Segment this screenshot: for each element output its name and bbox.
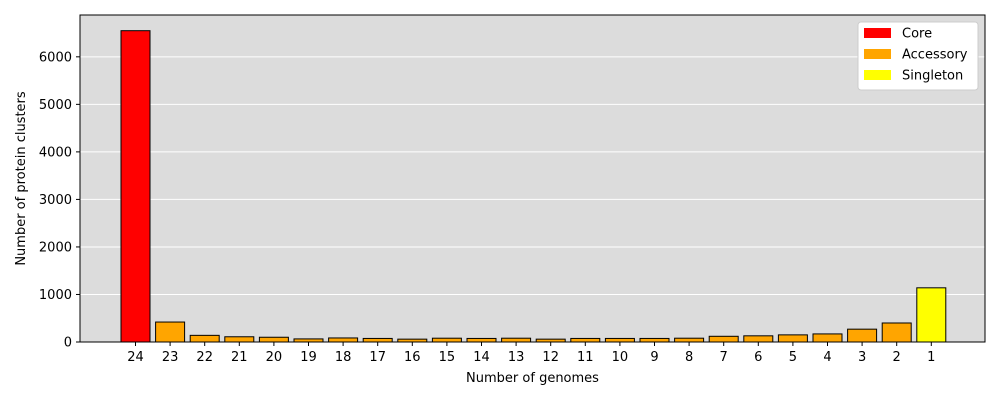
- bar-13: [501, 337, 532, 343]
- bar-23: [155, 321, 186, 343]
- x-tick-label: 21: [231, 350, 248, 365]
- bar-9: [639, 337, 670, 343]
- bar-11: [570, 337, 601, 343]
- x-tick-label: 8: [685, 350, 693, 365]
- bar-6: [743, 335, 774, 343]
- bar-21: [224, 336, 255, 343]
- legend-swatch-singleton: [864, 70, 891, 80]
- x-tick-label: 19: [300, 350, 317, 365]
- x-tick-label: 5: [789, 350, 797, 365]
- y-tick-label: 2000: [39, 240, 72, 255]
- x-tick-label: 24: [127, 350, 144, 365]
- x-tick-label: 2: [893, 350, 901, 365]
- bar-22: [189, 334, 220, 343]
- y-axis-ticks: 0 1000 2000 3000 4000 5000 6000: [39, 50, 80, 351]
- legend-label-core: Core: [902, 27, 932, 42]
- x-tick-label: 6: [754, 350, 762, 365]
- bar-15: [431, 337, 462, 343]
- x-tick-label: 3: [858, 350, 866, 365]
- bar-24: [120, 30, 151, 343]
- x-tick-label: 10: [612, 350, 629, 365]
- x-tick-label: 22: [196, 350, 213, 365]
- legend-swatch-accessory: [864, 49, 891, 59]
- x-axis-ticks: 24 23 22 21 20 19 18 17 16 15 14 13 12 11 10 9 8 7 6 5 4 3 2 1: [127, 342, 935, 365]
- bar-8: [674, 337, 705, 343]
- x-tick-label: 12: [542, 350, 559, 365]
- bar-2: [881, 322, 912, 343]
- legend-label-accessory: Accessory: [902, 48, 968, 63]
- bar-17: [362, 337, 393, 343]
- bar-18: [328, 337, 359, 343]
- bars: [120, 30, 947, 343]
- bar-5: [777, 334, 808, 343]
- plot-area: [80, 15, 985, 342]
- x-tick-label: 9: [650, 350, 658, 365]
- plot-frame: [79, 14, 986, 343]
- y-tick-label: 5000: [39, 98, 72, 113]
- gridlines: [80, 56, 985, 295]
- bar-1: [916, 287, 947, 343]
- x-tick-label: 20: [266, 350, 283, 365]
- bar-14: [466, 337, 497, 343]
- y-tick-label: 1000: [39, 288, 72, 303]
- bar-3: [847, 328, 878, 343]
- bar-20: [258, 336, 289, 343]
- x-tick-label: 23: [162, 350, 179, 365]
- x-tick-label: 17: [369, 350, 386, 365]
- x-tick-label: 4: [823, 350, 831, 365]
- x-tick-label: 13: [508, 350, 525, 365]
- x-tick-label: 15: [439, 350, 456, 365]
- y-tick-label: 3000: [39, 193, 72, 208]
- x-tick-label: 18: [335, 350, 352, 365]
- x-tick-label: 11: [577, 350, 594, 365]
- bar-4: [812, 333, 843, 343]
- y-tick-label: 0: [64, 336, 72, 351]
- legend-swatch-core: [864, 28, 891, 38]
- y-tick-label: 6000: [39, 50, 72, 65]
- legend: Core Accessory Singleton: [857, 21, 979, 91]
- bar-10: [604, 337, 635, 343]
- x-tick-label: 7: [720, 350, 728, 365]
- x-tick-label: 16: [404, 350, 421, 365]
- x-axis-label: Number of genomes: [466, 371, 599, 386]
- y-axis-label: Number of protein clusters: [14, 91, 29, 266]
- bar-7: [708, 335, 739, 343]
- legend-label-singleton: Singleton: [902, 69, 963, 84]
- x-tick-label: 1: [927, 350, 935, 365]
- y-tick-label: 4000: [39, 145, 72, 160]
- x-tick-label: 14: [473, 350, 490, 365]
